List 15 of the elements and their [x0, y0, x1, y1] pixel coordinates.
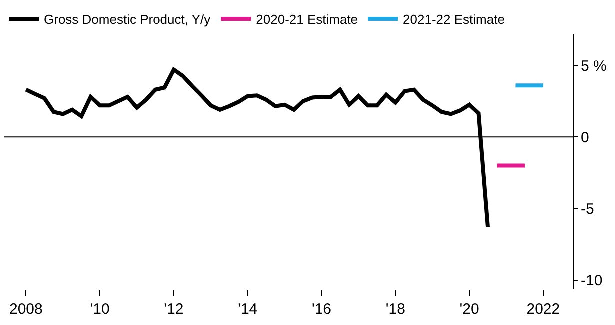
x-tick-label: '10: [90, 301, 110, 318]
y-tick-label: -5: [581, 201, 594, 218]
y-tick-label: -10: [581, 272, 603, 290]
legend-label: Gross Domestic Product, Y/y: [44, 12, 212, 28]
x-tick-label: '14: [238, 301, 258, 318]
x-tick-label: '16: [312, 301, 332, 318]
y-tick-label: 0: [581, 129, 590, 146]
legend-label: 2021-22 Estimate: [403, 12, 505, 28]
y-tick-label: 5 %: [581, 58, 607, 75]
x-tick-label: '18: [386, 301, 406, 318]
x-tick-label: '12: [164, 301, 184, 318]
x-tick-label: 2022: [526, 301, 560, 318]
legend-label: 2020-21 Estimate: [256, 12, 358, 28]
x-tick-label: '20: [460, 301, 480, 318]
x-tick-label: 2008: [9, 301, 43, 318]
